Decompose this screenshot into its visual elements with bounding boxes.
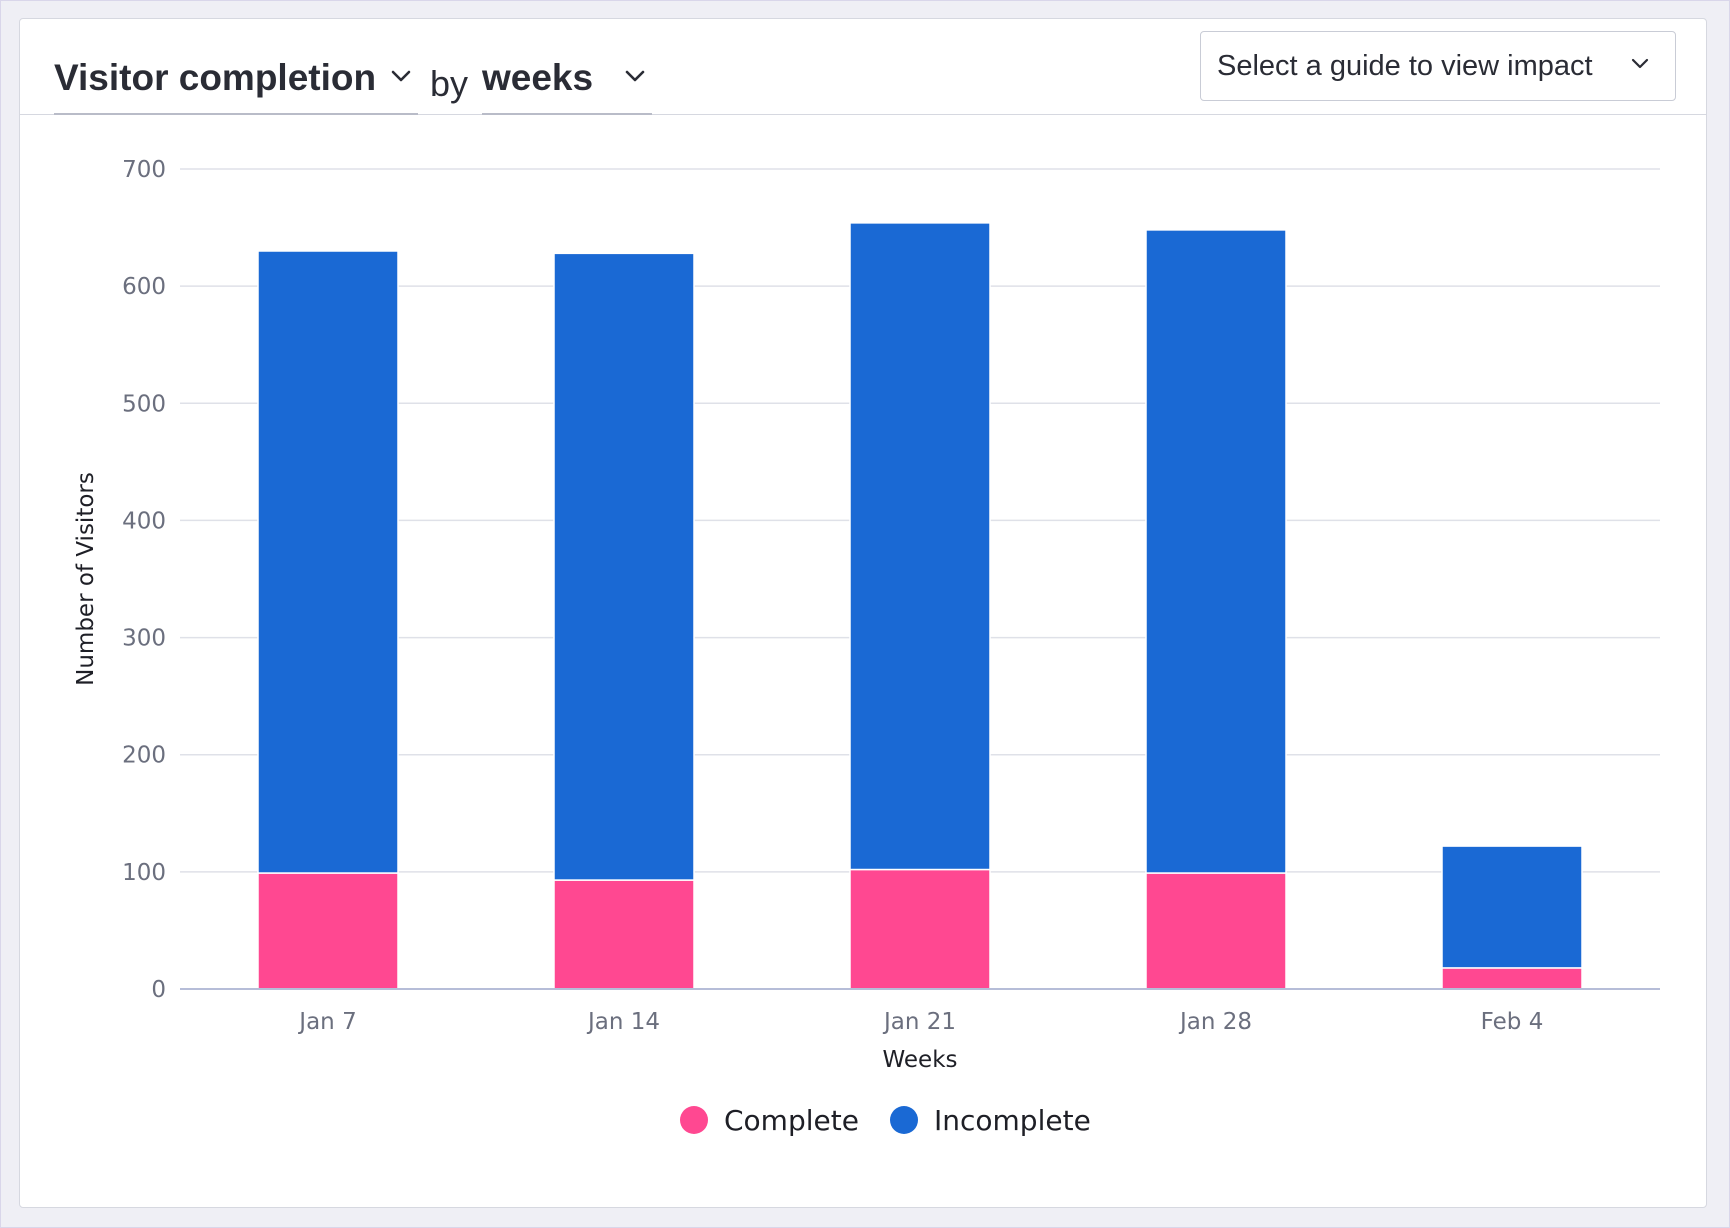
- stacked-bar-chart: 0 100 200 300 400 500 600 700 Jan 7 Jan 14 Jan 21…: [73, 157, 1660, 1137]
- chevron-down-icon: [1631, 57, 1649, 75]
- chart-card: Visitor completion by weeks Select a gui…: [19, 18, 1707, 1208]
- x-tick-label: Jan 14: [586, 1009, 660, 1035]
- y-tick-label: 0: [151, 977, 166, 1003]
- y-tick-label: 200: [122, 743, 166, 769]
- y-tick-label: 300: [122, 626, 166, 652]
- chevron-down-icon: [624, 69, 646, 88]
- legend-item-incomplete[interactable]: Incomplete: [890, 1104, 1091, 1137]
- legend-label: Complete: [724, 1104, 859, 1137]
- bar-complete-3[interactable]: [1145, 872, 1287, 990]
- guide-select-dropdown[interactable]: Select a guide to view impact: [1200, 31, 1676, 101]
- legend-swatch: [680, 1106, 708, 1134]
- bar-complete-4[interactable]: [1441, 967, 1583, 990]
- bar-incomplete-3[interactable]: [1145, 229, 1287, 874]
- x-axis-title: Weeks: [883, 1047, 958, 1073]
- metric-dropdown[interactable]: Visitor completion: [54, 43, 419, 115]
- x-axis-ticks: Jan 7 Jan 14 Jan 21 Jan 28 Feb 4: [297, 1009, 1543, 1035]
- y-tick-label: 600: [122, 274, 166, 300]
- y-tick-label: 500: [122, 391, 166, 417]
- period-dropdown[interactable]: weeks: [482, 43, 652, 115]
- guide-select-placeholder: Select a guide to view impact: [1217, 49, 1593, 82]
- bar-complete-0[interactable]: [257, 872, 399, 990]
- y-tick-label: 700: [122, 157, 166, 183]
- bars: [257, 222, 1583, 990]
- x-tick-label: Jan 7: [297, 1009, 356, 1035]
- legend-label: Incomplete: [934, 1104, 1091, 1137]
- x-tick-label: Jan 28: [1178, 1009, 1252, 1035]
- legend-swatch: [890, 1106, 918, 1134]
- bar-incomplete-0[interactable]: [257, 250, 399, 874]
- chevron-down-icon: [390, 69, 412, 88]
- y-axis-title: Number of Visitors: [73, 472, 99, 686]
- bar-incomplete-2[interactable]: [849, 222, 991, 871]
- x-tick-label: Jan 21: [882, 1009, 956, 1035]
- y-tick-label: 400: [122, 508, 166, 534]
- metric-dropdown-label: Visitor completion: [54, 57, 377, 98]
- bar-complete-2[interactable]: [849, 868, 991, 990]
- y-tick-label: 100: [122, 860, 166, 886]
- by-text: by: [430, 63, 469, 104]
- legend-item-complete[interactable]: Complete: [680, 1104, 859, 1137]
- chart-header: Visitor completion by weeks Select a gui…: [20, 19, 1706, 115]
- y-axis-ticks: 0 100 200 300 400 500 600 700: [122, 157, 166, 1003]
- bar-incomplete-1[interactable]: [553, 252, 695, 881]
- legend: Complete Incomplete: [680, 1104, 1091, 1137]
- x-tick-label: Feb 4: [1481, 1009, 1544, 1035]
- bar-incomplete-4[interactable]: [1441, 845, 1583, 969]
- bar-complete-1[interactable]: [553, 879, 695, 990]
- period-dropdown-label: weeks: [482, 57, 594, 98]
